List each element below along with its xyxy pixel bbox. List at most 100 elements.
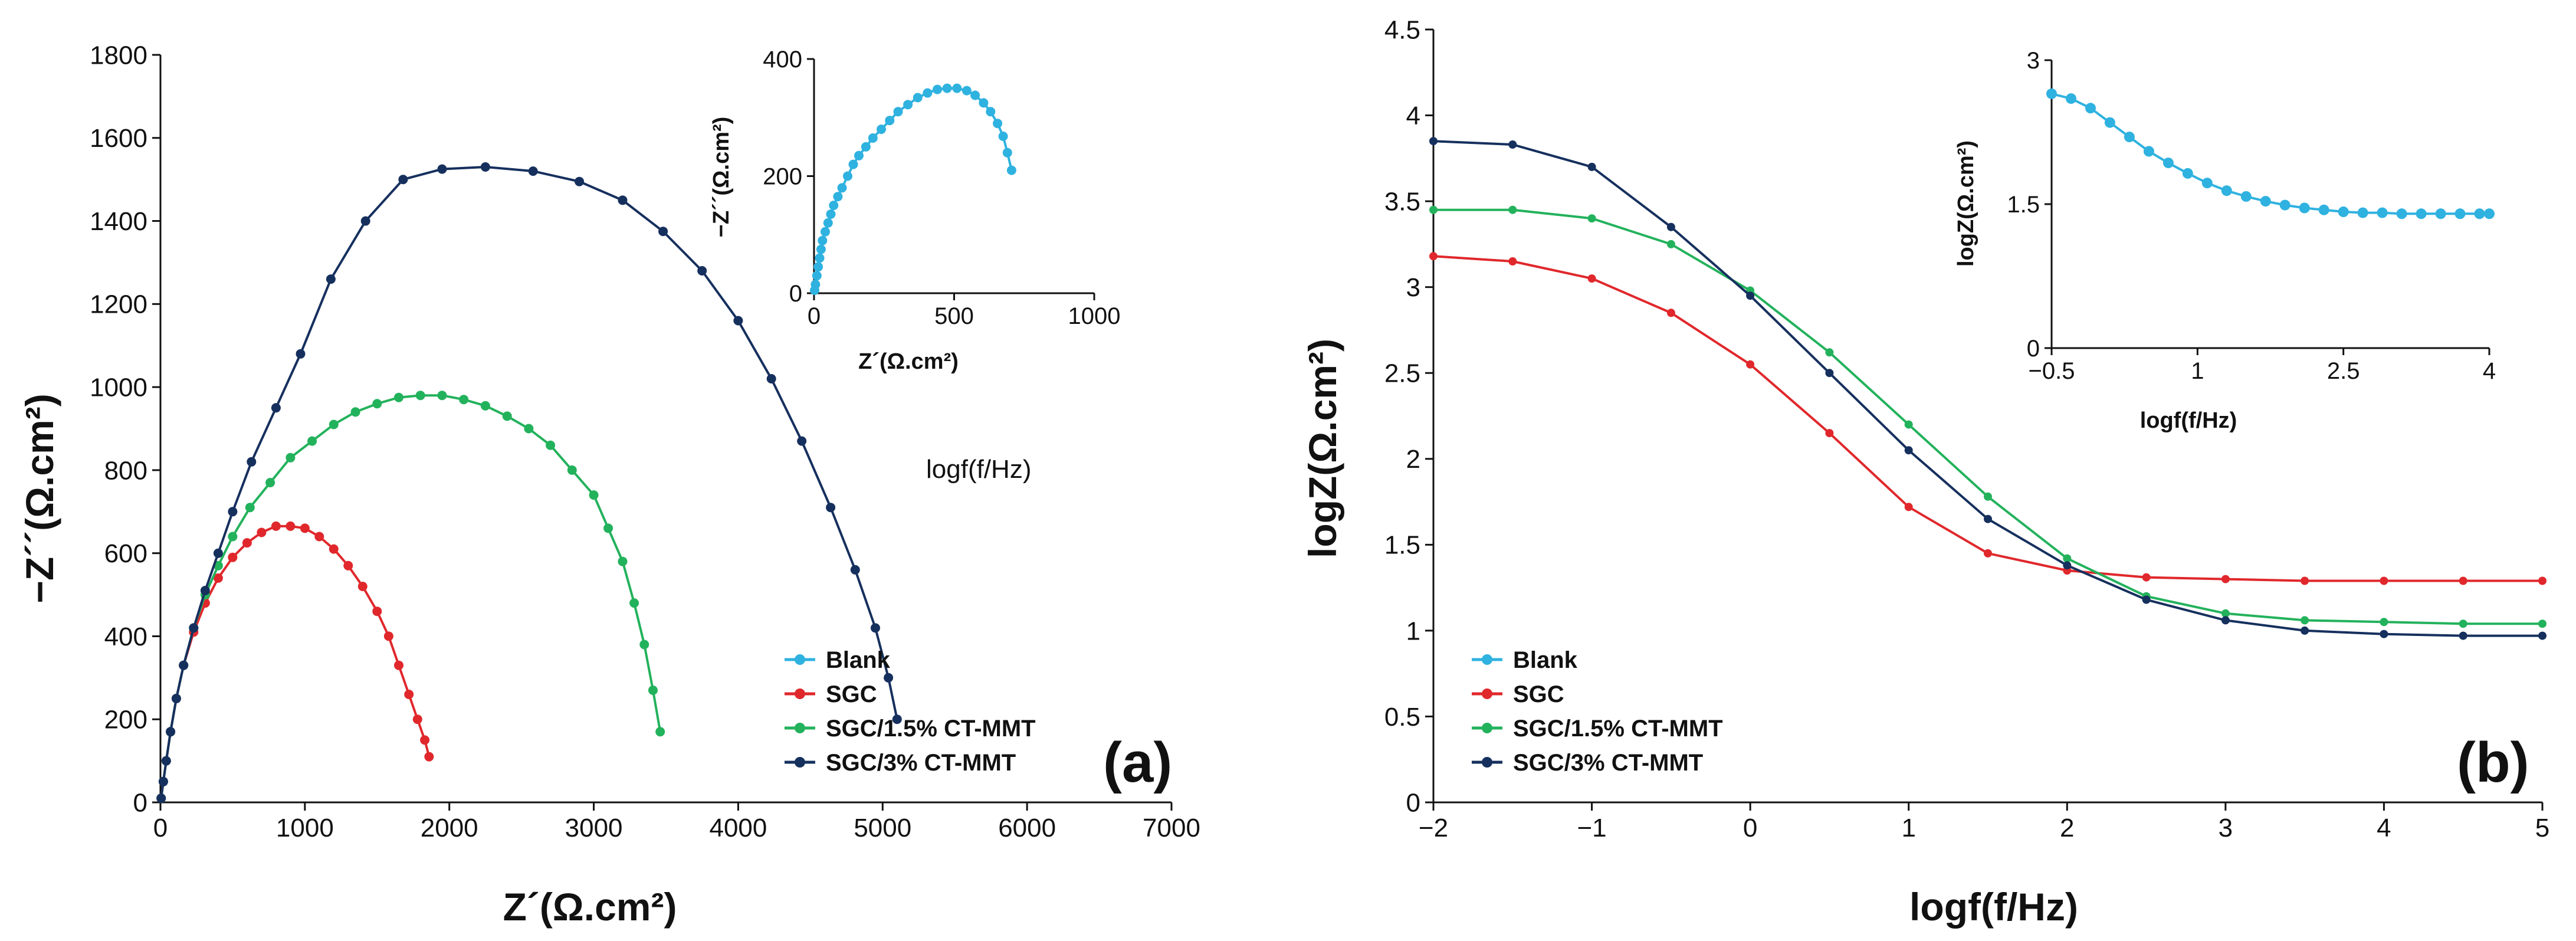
panel-a-stray-label: logf(f/Hz): [926, 455, 1031, 484]
panel-a-point-sgc-3-ct-mmt: [733, 316, 743, 326]
inset-b-point-blank: [2299, 202, 2310, 214]
inset-b-point-blank: [2318, 204, 2329, 215]
panel-a-point-sgc-3-ct-mmt: [271, 403, 281, 413]
panel-a-point-sgc-3-ct-mmt: [213, 548, 223, 558]
panel-a-point-sgc-1-5-ct-mmt: [245, 503, 255, 513]
panel-b-x-tick-label: 2: [2060, 814, 2074, 842]
panel-b-y-tick-label: 3.5: [1384, 188, 1420, 217]
inset-b-point-blank: [2357, 207, 2368, 218]
panel-b-inset-layer: −0.5 1 2.5 4 0 1.5 3: [2007, 48, 2496, 384]
panel-b-point-sgc-3-ct-mmt: [2538, 631, 2547, 640]
panel-b-point-sgc-3-ct-mmt: [2380, 629, 2388, 638]
inset-b-x-tick-label: 1: [2191, 358, 2204, 384]
panel-a-point-sgc-3-ct-mmt: [171, 694, 181, 703]
panel-b-point-sgc-3-ct-mmt: [1746, 291, 1755, 300]
panel-a-point-sgc: [329, 544, 339, 554]
panel-a-y-tick-label: 800: [104, 456, 147, 485]
inset-b-point-blank: [2066, 93, 2076, 104]
inset-b-point-blank: [2221, 185, 2232, 196]
panel-a-x-tick-label: 0: [153, 814, 168, 842]
panel-a-point-sgc-3-ct-mmt: [247, 457, 257, 467]
panel-b-y-tick-label: 4: [1406, 101, 1420, 130]
inset-b-point-blank: [2377, 207, 2388, 218]
inset-a-point-blank: [815, 253, 825, 263]
inset-a-point-blank: [993, 119, 1003, 129]
inset-a-point-blank: [913, 93, 923, 103]
inset-b-point-blank: [2474, 208, 2485, 219]
inset-b-point-blank: [2338, 206, 2349, 217]
panel-a-point-sgc: [394, 660, 403, 670]
panel-a-letter: (a): [1103, 731, 1172, 794]
panel-b-point-sgc: [1746, 360, 1755, 369]
panel-a-x-tick-label: 1000: [276, 814, 334, 842]
inset-a-point-blank: [848, 159, 858, 169]
panel-a-point-sgc-1-5-ct-mmt: [480, 401, 490, 411]
panel-b-legend-marker: [1482, 654, 1492, 665]
panel-a-point-sgc: [372, 606, 382, 617]
inset-a-point-blank: [952, 83, 962, 93]
inset-b-point-blank: [2201, 178, 2213, 189]
inset-a-x-tick-label: 0: [808, 303, 821, 329]
inset-a-point-blank: [970, 90, 980, 100]
inset-b-point-blank: [2085, 103, 2096, 114]
panel-b-point-sgc-1-5-ct-mmt: [1666, 240, 1675, 248]
panel-b-y-tick-label: 3: [1406, 273, 1420, 302]
panel-a-y-tick-label: 400: [104, 622, 147, 651]
inset-a-x-tick-label: 1000: [1068, 303, 1121, 329]
panel-a-point-sgc: [213, 573, 223, 583]
panel-b-point-sgc: [2301, 576, 2309, 585]
inset-a-point-blank: [962, 86, 972, 96]
panel-a-legend-marker: [795, 654, 805, 665]
inset-a-point-blank: [843, 171, 852, 181]
panel-a-point-sgc-1-5-ct-mmt: [415, 391, 425, 401]
inset-b-point-blank: [2435, 208, 2446, 219]
inset-b-xlabel: logf(f/Hz): [2140, 408, 2237, 433]
panel-b-point-sgc-3-ct-mmt: [1508, 140, 1517, 149]
panel-a-point-sgc-1-5-ct-mmt: [350, 407, 360, 417]
panel-a-y-tick-label: 1600: [90, 124, 147, 153]
panel-a-ylabel: −Z´´(Ω.cm²): [18, 394, 61, 603]
panel-b-series-line-sgc-3-ct-mmt: [1433, 140, 2542, 637]
inset-b-point-blank: [2240, 191, 2252, 202]
panel-a-point-sgc-3-ct-mmt: [480, 162, 490, 172]
inset-a-point-blank: [833, 192, 843, 202]
inset-b-point-blank: [2279, 199, 2290, 211]
panel-b-x-tick-label: 0: [1743, 814, 1757, 842]
panel-a-point-sgc: [314, 532, 324, 542]
panel-a-point-sgc-3-ct-mmt: [166, 727, 176, 737]
panel-a-ylabel-group: −Z´´(Ω.cm²): [18, 394, 61, 603]
panel-a-point-sgc-1-5-ct-mmt: [265, 478, 275, 487]
panel-a-point-sgc-1-5-ct-mmt: [603, 523, 613, 533]
panel-a-x-tick-label: 4000: [709, 814, 767, 842]
inset-b-point-blank: [2396, 208, 2407, 219]
inset-a-point-blank: [877, 124, 886, 135]
panel-a-legend-label: SGC/1.5% CT-MMT: [826, 716, 1036, 742]
inset-a-point-blank: [818, 235, 828, 245]
inset-a-point-blank: [933, 84, 942, 94]
panel-a-point-sgc: [271, 521, 281, 531]
panel-b-point-sgc: [1508, 257, 1517, 265]
panel-a-x-tick-label: 2000: [421, 814, 478, 842]
panel-b-chart: logZ(Ω.cm²) logf(f/Hz) (b): [1301, 339, 2529, 929]
panel-a-point-sgc-3-ct-mmt: [161, 756, 171, 766]
inset-a-point-blank: [854, 150, 864, 160]
panel-a-point-sgc-3-ct-mmt: [850, 565, 860, 575]
panel-b-point-sgc-3-ct-mmt: [2142, 595, 2151, 604]
panel-a-y-tick-label: 1400: [90, 207, 147, 236]
inset-a-ylabel: −Z´´(Ω.cm²): [709, 117, 734, 238]
panel-a-legend-label: SGC: [826, 681, 877, 707]
panel-b-point-sgc-1-5-ct-mmt: [1508, 205, 1517, 214]
inset-a-point-blank: [861, 142, 871, 152]
inset-b-x-tick-label: 4: [2483, 358, 2496, 384]
panel-a-point-sgc: [404, 690, 414, 699]
panel-b-point-sgc: [2380, 576, 2388, 585]
panel-a-point-sgc-3-ct-mmt: [528, 166, 538, 176]
inset-b-point-blank: [2416, 208, 2427, 219]
panel-b-y-tick-label: 0.5: [1384, 703, 1420, 732]
panel-b-point-sgc-3-ct-mmt: [2301, 626, 2309, 635]
inset-a-point-blank: [813, 262, 823, 272]
panel-b-point-sgc-1-5-ct-mmt: [1587, 214, 1596, 223]
panel-a-y-tick-label: 1000: [90, 373, 147, 402]
panel-a-point-sgc-3-ct-mmt: [575, 176, 585, 186]
